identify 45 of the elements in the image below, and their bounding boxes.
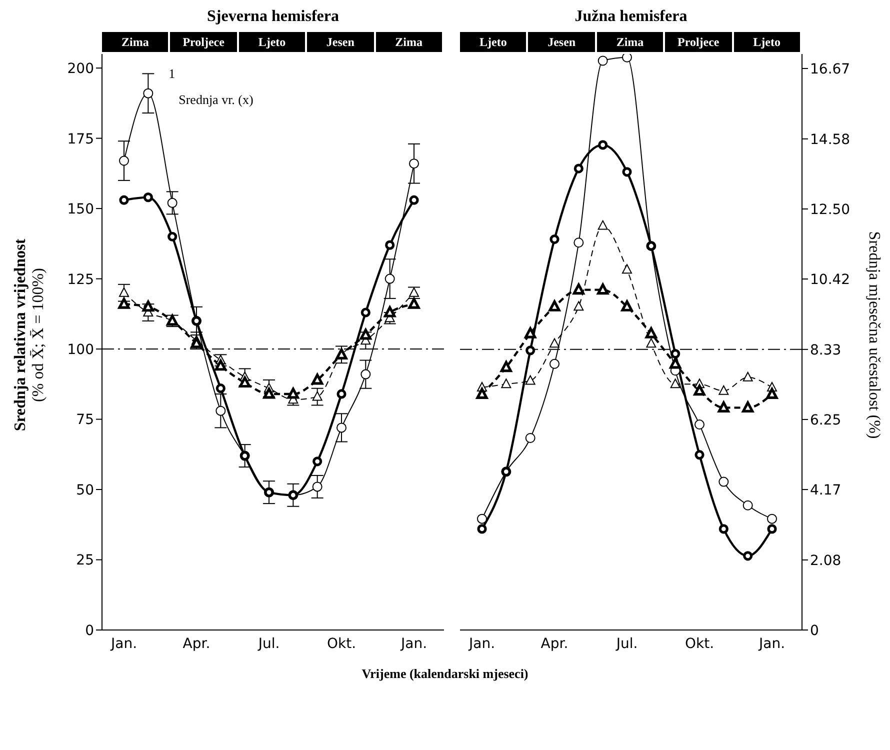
x-tick-label: Jan. — [400, 636, 428, 652]
text: Jesen — [528, 32, 595, 52]
y2-tick-label: 4.17 — [810, 482, 842, 499]
y2-tick-label: 0 — [810, 622, 819, 639]
x-tick-label: Jan. — [758, 636, 786, 652]
text: Jesen — [307, 32, 374, 52]
text: Proljece — [665, 32, 732, 52]
y2-tick-label: 12.50 — [810, 202, 850, 218]
x-tick-label: Jul. — [257, 636, 280, 652]
y-tick-label: 175 — [67, 131, 94, 148]
x-tick-label: Okt. — [326, 636, 356, 652]
text: Zima — [102, 32, 168, 52]
text: Ljeto — [734, 32, 800, 52]
y-tick-label: 25 — [76, 552, 94, 569]
x-axis-title: Vrijeme (kalendarski mjeseci) — [360, 666, 530, 682]
y2-tick-label: 16.67 — [810, 61, 850, 78]
y2-tick-label: 10.42 — [810, 272, 850, 288]
y-tick-label: 0 — [85, 622, 94, 639]
x-tick-label: Jul. — [615, 636, 638, 652]
y-axis-title: Srednja relativna vrijednost (% od X̄; X̄ = 100%) — [12, 238, 48, 432]
text: Zima — [596, 32, 664, 52]
y-tick-label: 50 — [76, 482, 94, 498]
text: Proljece — [170, 32, 237, 52]
y2-tick-label: 14.58 — [810, 132, 850, 148]
y2-tick-label: 6.25 — [810, 412, 842, 428]
y2-tick-label: 8.33 — [810, 342, 842, 358]
y2-tick-label: 2.08 — [810, 552, 842, 569]
text: Zima — [376, 32, 442, 52]
chart-title: Južna hemisfera — [574, 8, 688, 27]
annotation: Srednja vr. (x) — [178, 92, 254, 108]
y-tick-label: 75 — [76, 412, 94, 428]
y-tick-label: 200 — [67, 61, 94, 78]
y-tick-label: 100 — [67, 342, 94, 358]
chart-title: Sjeverna hemisfera — [206, 8, 340, 27]
x-tick-label: Okt. — [684, 636, 714, 652]
x-tick-label: Jan. — [110, 636, 138, 652]
x-tick-label: Apr. — [182, 636, 210, 652]
x-tick-label: Jan. — [468, 636, 496, 652]
text: Ljeto — [238, 32, 306, 52]
y-tick-label: 125 — [67, 272, 94, 288]
x-tick-label: Apr. — [540, 636, 568, 652]
annotation: 1 — [168, 66, 176, 82]
y-tick-label: 150 — [67, 202, 94, 218]
y2-axis-title: Srednja mjesečna učestalost (%) — [865, 231, 884, 439]
text: Ljeto — [460, 32, 526, 52]
